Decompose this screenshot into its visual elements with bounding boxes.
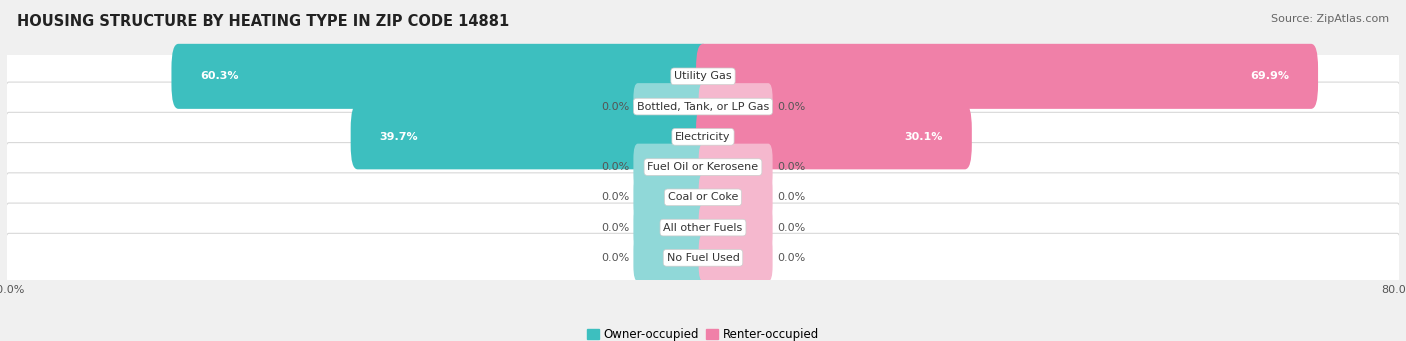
- Text: 0.0%: 0.0%: [778, 102, 806, 112]
- FancyBboxPatch shape: [350, 104, 710, 169]
- Text: HOUSING STRUCTURE BY HEATING TYPE IN ZIP CODE 14881: HOUSING STRUCTURE BY HEATING TYPE IN ZIP…: [17, 14, 509, 29]
- Text: Utility Gas: Utility Gas: [675, 71, 731, 81]
- FancyBboxPatch shape: [699, 204, 773, 251]
- FancyBboxPatch shape: [6, 203, 1400, 252]
- Text: Fuel Oil or Kerosene: Fuel Oil or Kerosene: [647, 162, 759, 172]
- Text: Electricity: Electricity: [675, 132, 731, 142]
- Text: 0.0%: 0.0%: [778, 223, 806, 233]
- Text: 60.3%: 60.3%: [200, 71, 239, 81]
- FancyBboxPatch shape: [633, 83, 707, 130]
- FancyBboxPatch shape: [6, 112, 1400, 161]
- FancyBboxPatch shape: [699, 174, 773, 221]
- Text: 0.0%: 0.0%: [778, 253, 806, 263]
- Text: 0.0%: 0.0%: [778, 162, 806, 172]
- Legend: Owner-occupied, Renter-occupied: Owner-occupied, Renter-occupied: [582, 323, 824, 341]
- FancyBboxPatch shape: [699, 234, 773, 281]
- Text: Source: ZipAtlas.com: Source: ZipAtlas.com: [1271, 14, 1389, 24]
- FancyBboxPatch shape: [6, 82, 1400, 131]
- FancyBboxPatch shape: [633, 234, 707, 281]
- FancyBboxPatch shape: [633, 174, 707, 221]
- Text: 30.1%: 30.1%: [904, 132, 943, 142]
- Text: 39.7%: 39.7%: [380, 132, 418, 142]
- FancyBboxPatch shape: [699, 144, 773, 191]
- FancyBboxPatch shape: [696, 44, 1317, 109]
- FancyBboxPatch shape: [696, 104, 972, 169]
- FancyBboxPatch shape: [172, 44, 710, 109]
- Text: 0.0%: 0.0%: [600, 102, 628, 112]
- Text: 0.0%: 0.0%: [600, 192, 628, 202]
- Text: Coal or Coke: Coal or Coke: [668, 192, 738, 202]
- FancyBboxPatch shape: [699, 83, 773, 130]
- FancyBboxPatch shape: [6, 173, 1400, 222]
- Text: No Fuel Used: No Fuel Used: [666, 253, 740, 263]
- Text: 0.0%: 0.0%: [600, 223, 628, 233]
- Text: All other Fuels: All other Fuels: [664, 223, 742, 233]
- FancyBboxPatch shape: [6, 143, 1400, 192]
- FancyBboxPatch shape: [6, 52, 1400, 101]
- Text: 0.0%: 0.0%: [600, 162, 628, 172]
- FancyBboxPatch shape: [633, 204, 707, 251]
- FancyBboxPatch shape: [633, 144, 707, 191]
- Text: Bottled, Tank, or LP Gas: Bottled, Tank, or LP Gas: [637, 102, 769, 112]
- Text: 0.0%: 0.0%: [778, 192, 806, 202]
- FancyBboxPatch shape: [6, 233, 1400, 282]
- Text: 69.9%: 69.9%: [1250, 71, 1289, 81]
- Text: 0.0%: 0.0%: [600, 253, 628, 263]
